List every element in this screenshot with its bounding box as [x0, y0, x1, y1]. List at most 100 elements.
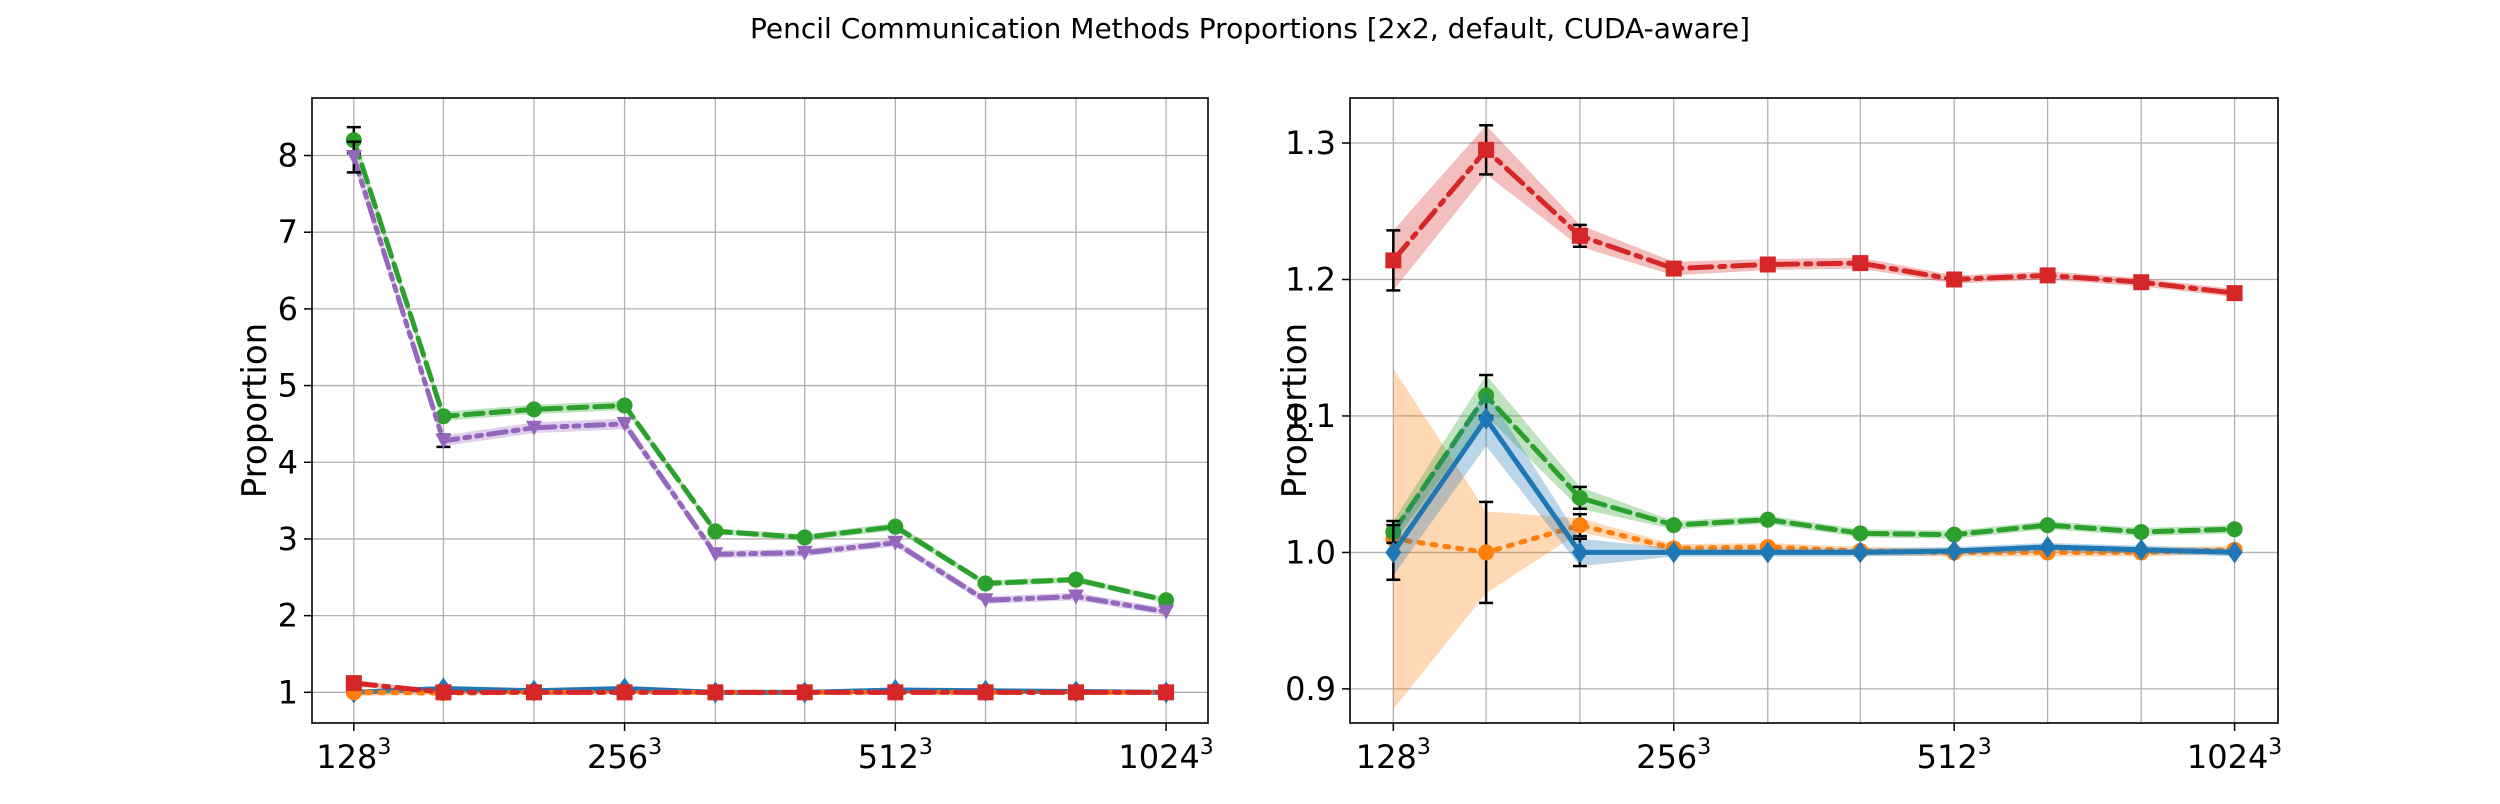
series-line	[1390, 147, 2238, 296]
x-tick-label: 10243	[2187, 735, 2282, 776]
series-2	[1385, 373, 2243, 545]
data-point	[525, 420, 542, 436]
data-point	[435, 684, 452, 701]
series-band	[353, 147, 1167, 616]
chart-panel-2: 0.9 1.0 1.1 1.2 1.3 1283 2563 5123 10243 Proporti…	[1275, 97, 2282, 776]
data-point	[1067, 571, 1084, 588]
data-point	[707, 684, 724, 701]
data-point	[1946, 540, 1963, 563]
data-point	[1158, 604, 1175, 620]
y-tick-label: 1.2	[1285, 260, 1336, 298]
y-tick-label: 8	[278, 137, 298, 175]
data-point	[525, 401, 542, 418]
data-point	[616, 416, 633, 432]
data-point	[1478, 407, 1495, 430]
series-5	[345, 140, 1175, 620]
data-point	[435, 433, 452, 449]
data-point	[1478, 387, 1495, 404]
data-point	[887, 684, 904, 701]
data-point	[1759, 541, 1776, 564]
data-point	[1478, 141, 1495, 158]
data-point	[2039, 535, 2056, 558]
series-4	[1385, 124, 2243, 302]
data-point	[525, 684, 542, 701]
data-point	[1665, 260, 1682, 277]
y-tick-label: 1.0	[1285, 533, 1336, 571]
series-band	[1393, 391, 2235, 576]
series-4	[345, 675, 1175, 701]
data-point	[1852, 255, 1869, 272]
data-point	[1067, 684, 1084, 701]
data-point	[2226, 285, 2243, 302]
data-point	[1067, 589, 1084, 605]
series-band	[1393, 375, 2235, 543]
series-line	[1390, 522, 2238, 555]
series-3	[1385, 391, 2243, 581]
data-point	[796, 545, 813, 561]
data-point	[2133, 538, 2150, 561]
series-band	[1393, 368, 2235, 710]
series-band	[1393, 125, 2235, 298]
series-line	[1390, 392, 2238, 538]
data-point	[977, 593, 994, 609]
data-point	[1946, 271, 1963, 288]
data-point	[1852, 541, 1869, 564]
data-point	[1571, 541, 1588, 564]
data-point	[345, 675, 362, 692]
data-point	[1665, 541, 1682, 564]
data-point	[1385, 252, 1402, 269]
data-point	[887, 535, 904, 551]
data-point	[796, 529, 813, 546]
series-line	[1390, 416, 2238, 555]
y-tick-label: 1.1	[1285, 397, 1336, 435]
x-tick-label: 5123	[1917, 735, 1992, 776]
data-point	[796, 684, 813, 701]
data-point	[1158, 684, 1175, 701]
data-point	[2133, 274, 2150, 291]
series-line	[351, 154, 1169, 615]
y-tick-label: 7	[278, 213, 298, 251]
y-tick-label: 6	[278, 290, 298, 328]
data-point	[2039, 267, 2056, 284]
x-tick-label: 2563	[1636, 735, 1711, 776]
y-tick-label: 1	[278, 673, 298, 711]
series-band	[353, 132, 1167, 604]
data-point	[1571, 517, 1588, 534]
data-point	[977, 684, 994, 701]
series-3	[345, 125, 1175, 609]
y-axis-label: Proportion	[235, 323, 275, 498]
data-point	[707, 523, 724, 540]
figure-title: Pencil Communication Methods Proportions…	[750, 12, 1750, 45]
chart-panel-1: 1 2 3 4 5 6 7 8 1283 2563 5123 10243 Proportion	[235, 97, 1214, 776]
data-point	[887, 518, 904, 535]
y-axis-label: Proportion	[1275, 323, 1315, 498]
data-point	[1385, 541, 1402, 564]
x-tick-label: 5123	[858, 735, 933, 776]
data-point	[1478, 544, 1495, 561]
y-tick-label: 5	[278, 367, 298, 405]
data-point	[977, 575, 994, 592]
data-point	[2133, 523, 2150, 540]
x-tick-label: 10243	[1118, 735, 1213, 776]
x-tick-label: 2563	[587, 735, 662, 776]
data-point	[1665, 517, 1682, 534]
data-point	[345, 132, 362, 149]
data-point	[1571, 489, 1588, 506]
series-line	[351, 137, 1169, 603]
data-point	[1852, 525, 1869, 542]
x-tick-label: 1283	[316, 735, 391, 776]
data-point	[1759, 256, 1776, 273]
y-tick-label: 3	[278, 520, 298, 558]
data-point	[2226, 541, 2243, 564]
y-tick-label: 1.3	[1285, 124, 1336, 162]
data-point	[2039, 517, 2056, 534]
plot-frame	[311, 97, 1209, 724]
data-point	[616, 684, 633, 701]
y-tick-label: 4	[278, 443, 298, 481]
data-point	[616, 397, 633, 414]
data-point	[1158, 592, 1175, 609]
panels: 1 2 3 4 5 6 7 8 1283 2563 5123 10243 Proportion 0.9 1.…	[235, 97, 2282, 776]
y-tick-label: 2	[278, 597, 298, 635]
